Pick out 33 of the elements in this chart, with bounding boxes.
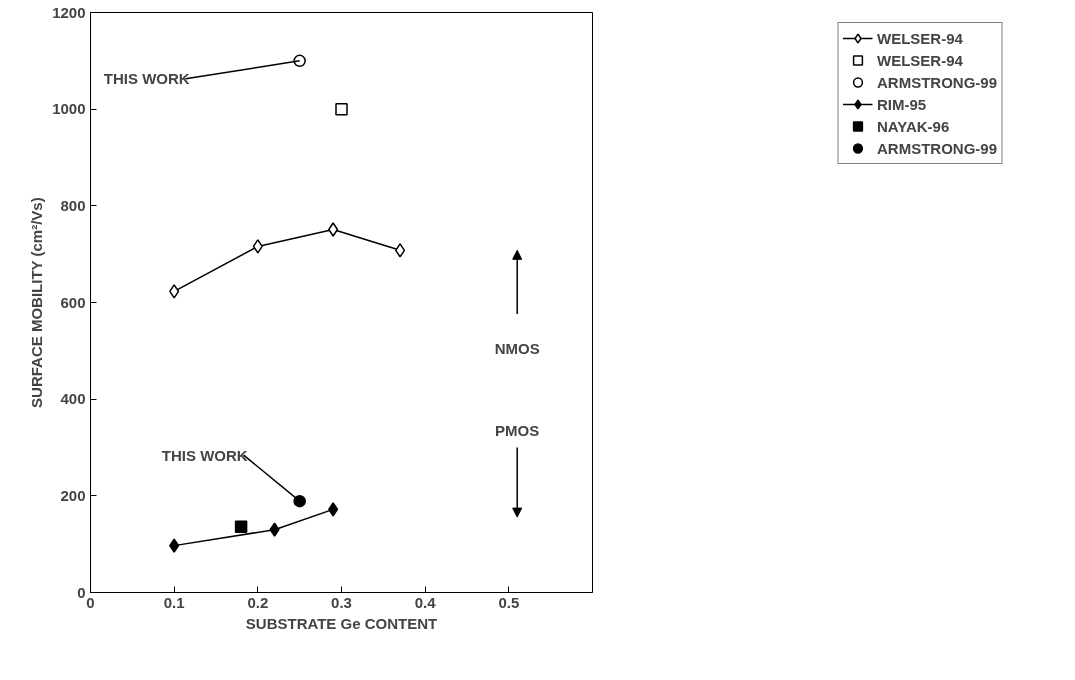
annotation: THIS WORK bbox=[161, 446, 248, 464]
x-tick-label: 0.5 bbox=[498, 593, 520, 611]
point bbox=[335, 102, 348, 116]
x-tick-label: 0.1 bbox=[163, 593, 185, 611]
x-tick-label: 0.3 bbox=[331, 593, 352, 611]
y-tick-label: 1200 bbox=[52, 3, 86, 21]
legend-label: WELSER-94 bbox=[876, 28, 963, 49]
legend-label: NAYAK-96 bbox=[876, 116, 950, 137]
y-tick-label: 1000 bbox=[52, 100, 86, 118]
point bbox=[169, 284, 180, 299]
annotation: NMOS bbox=[494, 340, 540, 358]
y-tick-label: 800 bbox=[60, 196, 86, 214]
y-tick-label: 400 bbox=[60, 390, 86, 408]
legend-label: WELSER-94 bbox=[876, 50, 963, 71]
point bbox=[293, 494, 306, 508]
y-tick-label: 600 bbox=[60, 293, 86, 311]
y-axis-title: SURFACE MOBILITY (cm²/Vs) bbox=[28, 197, 46, 408]
legend-label: ARMSTRONG-99 bbox=[876, 138, 998, 159]
x-axis-title: SUBSTRATE Ge CONTENT bbox=[245, 614, 438, 632]
annotation: THIS WORK bbox=[103, 70, 190, 88]
legend-label: ARMSTRONG-99 bbox=[876, 72, 998, 93]
point bbox=[269, 522, 280, 537]
point bbox=[328, 502, 339, 517]
legend-label: RIM-95 bbox=[876, 94, 927, 115]
x-tick-label: 0.4 bbox=[414, 593, 437, 611]
annotation: PMOS bbox=[495, 421, 540, 439]
point bbox=[328, 222, 339, 237]
point bbox=[394, 243, 406, 258]
x-tick-label: 0.2 bbox=[247, 593, 269, 611]
point bbox=[234, 520, 248, 534]
y-tick-label: 200 bbox=[60, 486, 86, 504]
point bbox=[169, 538, 180, 553]
point bbox=[252, 239, 263, 254]
